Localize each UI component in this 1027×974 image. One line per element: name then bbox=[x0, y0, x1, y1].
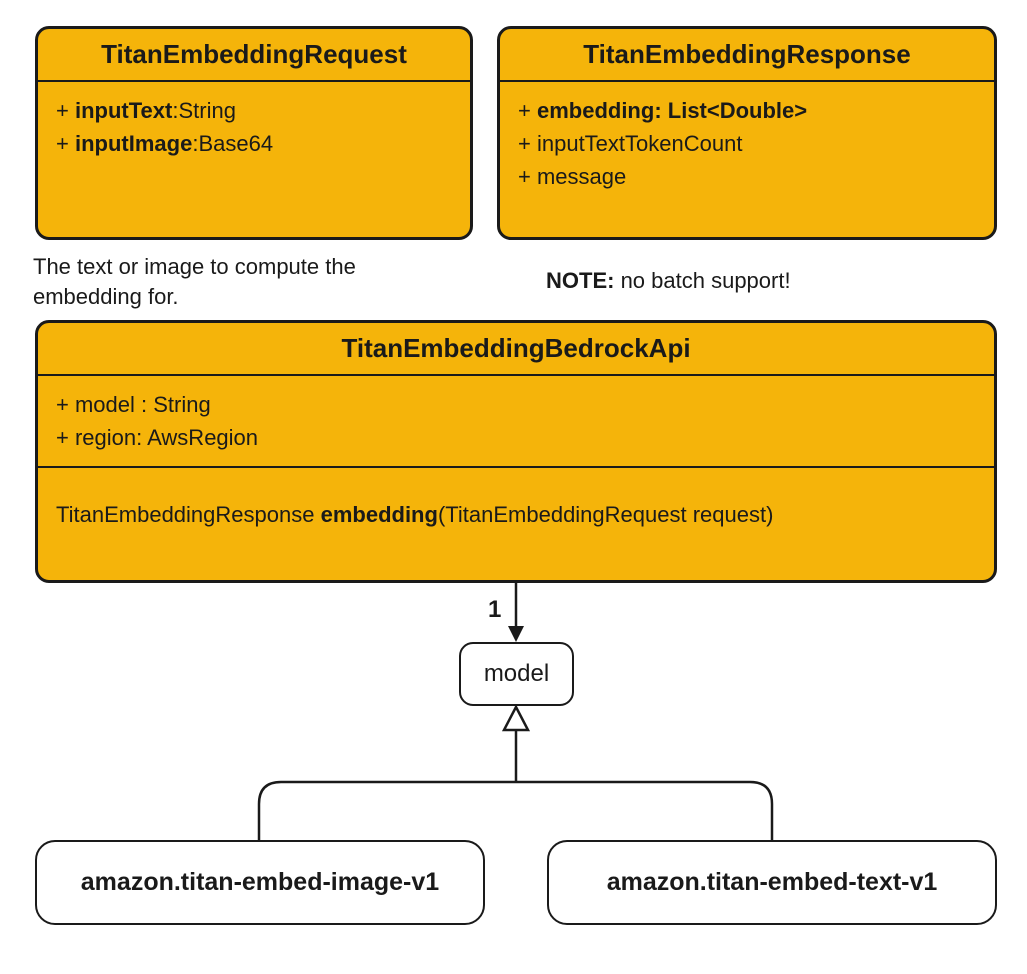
uml-attributes: + model : String + region: AwsRegion bbox=[38, 376, 994, 466]
model-node: model bbox=[459, 642, 574, 706]
uml-attributes: + embedding: List<Double> + inputTextTok… bbox=[500, 82, 994, 205]
uml-methods: TitanEmbeddingResponse embedding(TitanEm… bbox=[38, 468, 994, 543]
uml-method: TitanEmbeddingResponse embedding(TitanEm… bbox=[56, 498, 976, 531]
uml-class-api: TitanEmbeddingBedrockApi + model : Strin… bbox=[35, 320, 997, 583]
uml-class-response: TitanEmbeddingResponse + embedding: List… bbox=[497, 26, 997, 240]
leaf-model-image: amazon.titan-embed-image-v1 bbox=[35, 840, 485, 925]
uml-attribute: + region: AwsRegion bbox=[56, 421, 976, 454]
uml-attribute: + model : String bbox=[56, 388, 976, 421]
uml-attribute: + embedding: List<Double> bbox=[518, 94, 976, 127]
uml-attribute: + message bbox=[518, 160, 976, 193]
uml-attribute: + inputImage:Base64 bbox=[56, 127, 452, 160]
uml-class-title: TitanEmbeddingResponse bbox=[500, 29, 994, 82]
uml-attribute: + inputText:String bbox=[56, 94, 452, 127]
uml-class-request: TitanEmbeddingRequest + inputText:String… bbox=[35, 26, 473, 240]
multiplicity-label: 1 bbox=[488, 594, 501, 626]
uml-class-title: TitanEmbeddingRequest bbox=[38, 29, 470, 82]
uml-attribute: + inputTextTokenCount bbox=[518, 127, 976, 160]
caption-note: NOTE: no batch support! bbox=[546, 266, 791, 296]
uml-attributes: + inputText:String + inputImage:Base64 bbox=[38, 82, 470, 172]
leaf-model-text: amazon.titan-embed-text-v1 bbox=[547, 840, 997, 925]
uml-class-title: TitanEmbeddingBedrockApi bbox=[38, 323, 994, 376]
caption-request: The text or image to compute the embeddi… bbox=[33, 252, 453, 311]
